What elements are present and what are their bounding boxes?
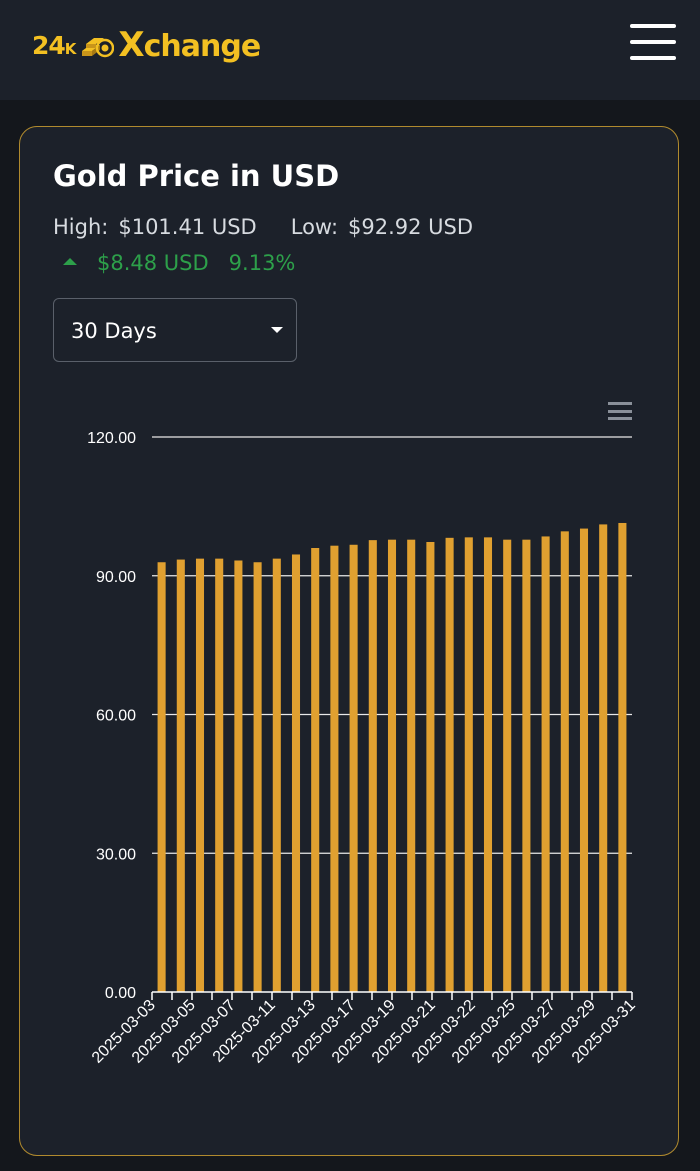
chart-menu-line bbox=[608, 402, 632, 405]
price-bar[interactable] bbox=[195, 558, 205, 992]
price-bar[interactable] bbox=[253, 562, 262, 992]
price-bar[interactable] bbox=[407, 539, 416, 992]
menu-line bbox=[630, 24, 676, 28]
price-bar[interactable] bbox=[445, 537, 454, 992]
y-tick-label: 90.00 bbox=[96, 569, 136, 586]
gold-price-card: Gold Price in USD High: $101.41 USD Low: $9… bbox=[19, 126, 679, 1156]
price-bar[interactable] bbox=[464, 537, 473, 992]
change-amount: $8.48 USD bbox=[97, 251, 209, 275]
low-label: Low: bbox=[290, 215, 339, 239]
price-bar[interactable] bbox=[483, 537, 493, 992]
price-bar[interactable] bbox=[599, 524, 608, 992]
caret-down-icon bbox=[271, 327, 283, 333]
chart-menu-line bbox=[608, 409, 632, 413]
price-bar[interactable] bbox=[311, 548, 320, 992]
price-bar[interactable] bbox=[291, 554, 301, 992]
chart-menu-line bbox=[608, 417, 632, 420]
price-bar[interactable] bbox=[157, 562, 166, 992]
price-bar[interactable] bbox=[560, 531, 569, 992]
y-tick-label: 0.00 bbox=[105, 985, 136, 1002]
price-bar[interactable] bbox=[522, 539, 531, 992]
logo-24k: 24K bbox=[32, 30, 77, 60]
price-bar[interactable] bbox=[503, 539, 512, 992]
price-bar[interactable] bbox=[176, 559, 185, 992]
menu-line bbox=[630, 40, 676, 44]
brand-logo[interactable]: 24K Xchange bbox=[32, 25, 261, 65]
arrow-up-icon bbox=[63, 257, 77, 265]
price-bar[interactable] bbox=[426, 541, 435, 992]
high-value: $101.41 USD bbox=[118, 215, 257, 239]
change-percent: 9.13% bbox=[228, 251, 296, 275]
menu-line bbox=[630, 56, 676, 60]
price-bar[interactable] bbox=[541, 536, 550, 992]
hamburger-menu-icon[interactable] bbox=[630, 24, 676, 60]
price-bar[interactable] bbox=[234, 560, 243, 992]
time-range-value: 30 Days bbox=[71, 319, 157, 343]
price-bar[interactable] bbox=[579, 528, 589, 992]
price-bar[interactable] bbox=[618, 522, 627, 992]
card-title: Gold Price in USD bbox=[53, 159, 340, 193]
price-bar-chart: 0.0030.0060.0090.00120.002025-03-032025-… bbox=[87, 430, 639, 1067]
price-bar[interactable] bbox=[272, 558, 281, 992]
high-label: High: bbox=[53, 215, 109, 239]
time-range-select[interactable]: 30 Days bbox=[53, 298, 297, 362]
price-bar[interactable] bbox=[387, 539, 397, 992]
app-header: 24K Xchange bbox=[0, 0, 700, 100]
price-bar[interactable] bbox=[368, 540, 377, 992]
high-low-row: High: $101.41 USD Low: $92.92 USD bbox=[53, 215, 473, 239]
chart-menu-icon[interactable] bbox=[608, 402, 632, 420]
price-change-row: $8.48 USD 9.13% bbox=[63, 251, 295, 275]
y-tick-label: 120.00 bbox=[87, 430, 136, 447]
low-value: $92.92 USD bbox=[348, 215, 474, 239]
price-bar[interactable] bbox=[215, 558, 224, 992]
y-tick-label: 30.00 bbox=[96, 846, 136, 863]
gold-bars-icon bbox=[82, 38, 115, 58]
logo-wordmark: Xchange bbox=[118, 25, 261, 65]
price-bar[interactable] bbox=[330, 545, 339, 992]
price-bar[interactable] bbox=[349, 544, 358, 992]
y-tick-label: 60.00 bbox=[96, 708, 136, 725]
